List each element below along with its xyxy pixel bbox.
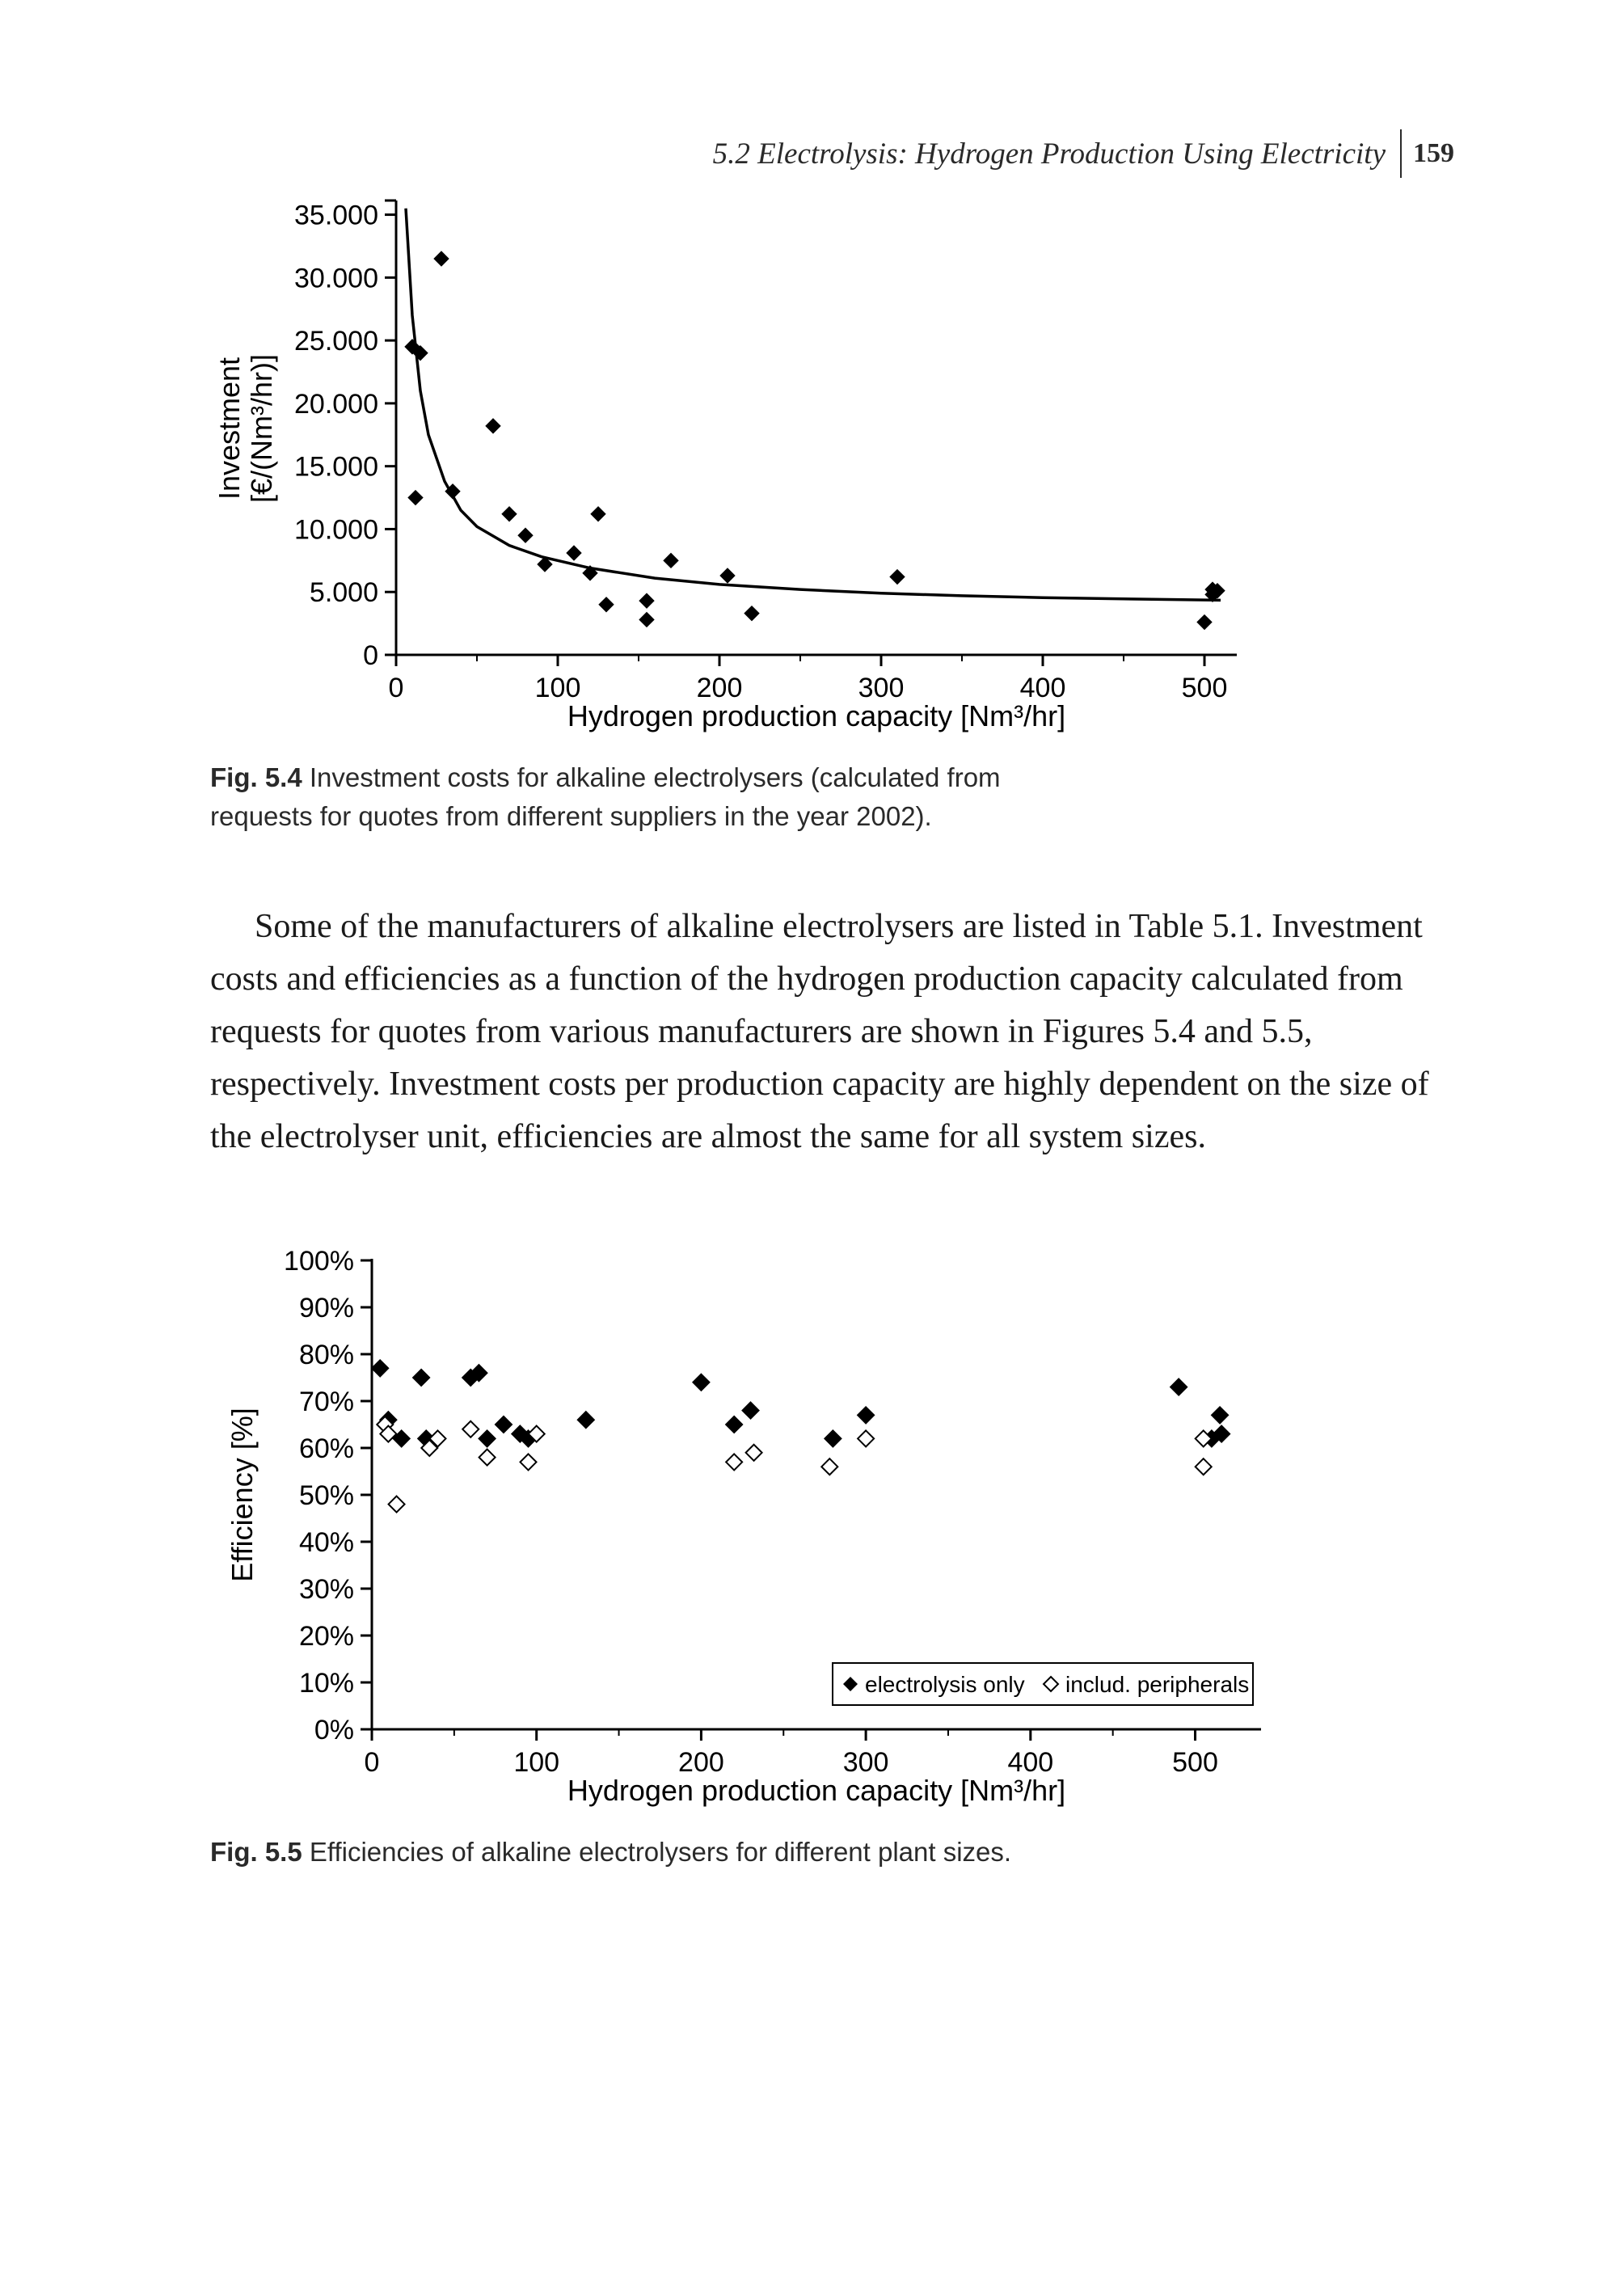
svg-text:Hydrogen production capacity [: Hydrogen production capacity [Nm³/hr] (567, 1774, 1065, 1807)
body-paragraph: Some of the manufacturers of alkaline el… (210, 901, 1454, 1163)
figure-5-4-caption: Fig. 5.4 Investment costs for alkaline e… (210, 758, 1059, 836)
svg-text:20%: 20% (299, 1621, 354, 1652)
running-header: 5.2 Electrolysis: Hydrogen Production Us… (713, 129, 1454, 178)
figure-5-5-caption-text: Efficiencies of alkaline electrolysers f… (310, 1837, 1011, 1867)
svg-text:15.000: 15.000 (294, 452, 378, 483)
svg-text:50%: 50% (299, 1480, 354, 1511)
figure-5-5-caption: Fig. 5.5 Efficiencies of alkaline electr… (210, 1833, 1454, 1872)
figure-5-4-label: Fig. 5.4 (210, 762, 302, 792)
svg-text:electrolysis only: electrolysis only (865, 1672, 1025, 1697)
svg-text:40%: 40% (299, 1527, 354, 1558)
svg-text:0: 0 (389, 673, 404, 703)
svg-text:80%: 80% (299, 1340, 354, 1370)
svg-text:[€/(Nm³/hr)]: [€/(Nm³/hr)] (245, 354, 278, 503)
figure-5-4-caption-text: Investment costs for alkaline electrolys… (210, 762, 1001, 831)
page-number: 159 (1413, 138, 1454, 169)
svg-text:includ. peripherals: includ. peripherals (1065, 1672, 1249, 1697)
page: 5.2 Electrolysis: Hydrogen Production Us… (0, 0, 1624, 2292)
svg-text:5.000: 5.000 (310, 577, 378, 608)
figure-5-5-label: Fig. 5.5 (210, 1837, 302, 1867)
svg-text:Hydrogen production capacity [: Hydrogen production capacity [Nm³/hr] (567, 699, 1065, 732)
figure-5-4-chart: 0 5.000 10.000 15.000 20.000 25.000 30.000 35.0… (210, 186, 1454, 736)
section-title: 5.2 Electrolysis: Hydrogen Production Us… (713, 137, 1386, 171)
svg-text:100: 100 (513, 1747, 559, 1778)
svg-text:0: 0 (365, 1747, 380, 1778)
svg-text:30%: 30% (299, 1574, 354, 1605)
svg-text:500: 500 (1172, 1747, 1218, 1778)
figure-5-5-svg: 0%10%20%30%40%50%60%70%80%90%100%0100200… (210, 1244, 1277, 1810)
svg-text:0%: 0% (314, 1715, 354, 1745)
body-paragraph-text: Some of the manufacturers of alkaline el… (210, 901, 1454, 1163)
svg-text:70%: 70% (299, 1387, 354, 1417)
header-divider (1400, 129, 1402, 178)
svg-text:Investment: Investment (213, 357, 246, 500)
svg-text:30.000: 30.000 (294, 263, 378, 293)
figure-5-4-svg: 0 5.000 10.000 15.000 20.000 25.000 30.000 35.0… (210, 186, 1253, 736)
svg-text:20.000: 20.000 (294, 389, 378, 420)
svg-text:90%: 90% (299, 1293, 354, 1323)
svg-text:Efficiency [%]: Efficiency [%] (226, 1408, 259, 1581)
svg-text:10.000: 10.000 (294, 514, 378, 545)
svg-text:25.000: 25.000 (294, 326, 378, 357)
svg-text:100%: 100% (284, 1246, 354, 1277)
svg-text:500: 500 (1182, 673, 1228, 703)
figure-5-5-chart: 0%10%20%30%40%50%60%70%80%90%100%0100200… (210, 1244, 1454, 1810)
svg-text:10%: 10% (299, 1668, 354, 1699)
svg-text:35.000: 35.000 (294, 200, 378, 231)
svg-text:60%: 60% (299, 1433, 354, 1464)
svg-text:0: 0 (363, 640, 378, 671)
